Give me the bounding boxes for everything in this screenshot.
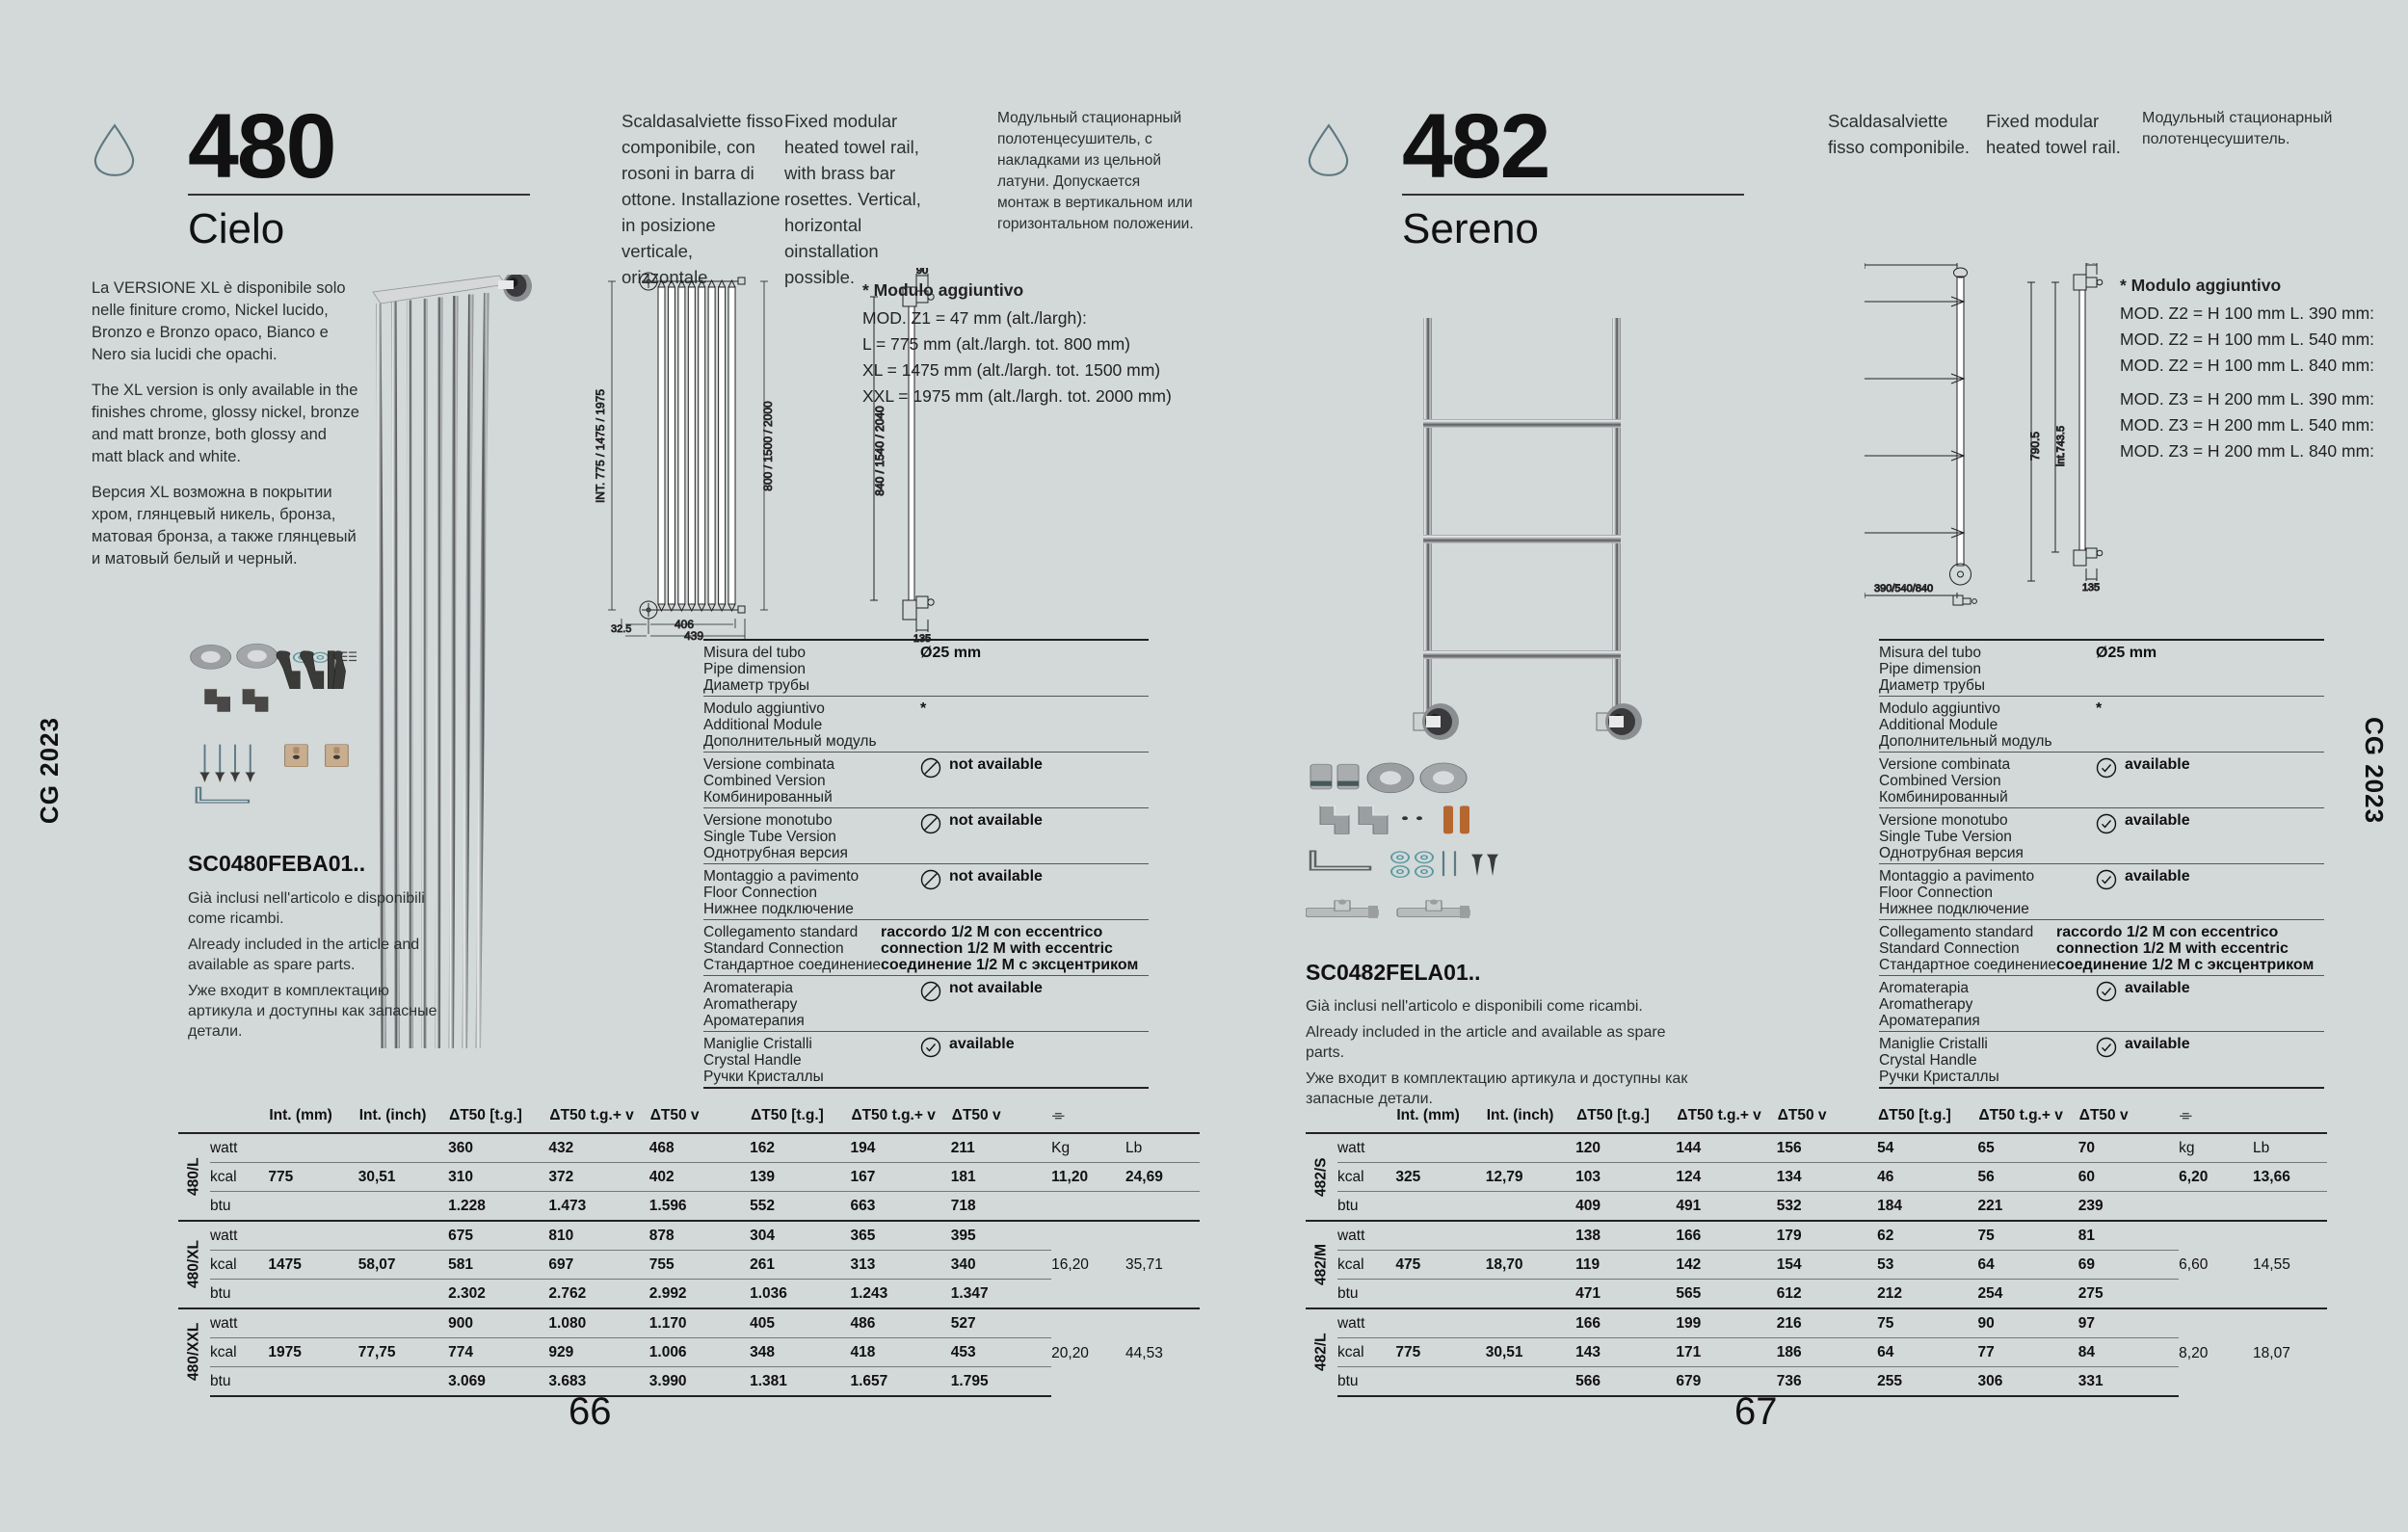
svg-text:INT. 775 / 1475 / 1975: INT. 775 / 1475 / 1975 [594,389,607,503]
svg-text:32.5: 32.5 [611,623,631,635]
svg-text:800 / 1500 / 2000: 800 / 1500 / 2000 [761,401,775,491]
svg-text:840 / 1540 / 2040: 840 / 1540 / 2040 [873,406,886,496]
svg-text:390/540/840: 390/540/840 [1874,583,1933,594]
svg-text:int.743.5: int.743.5 [2055,426,2067,466]
svg-text:135: 135 [2082,582,2100,594]
svg-text:90: 90 [2085,263,2097,266]
svg-text:439: 439 [684,629,703,643]
svg-text:90: 90 [916,268,928,277]
svg-text:790.5: 790.5 [2028,432,2042,461]
